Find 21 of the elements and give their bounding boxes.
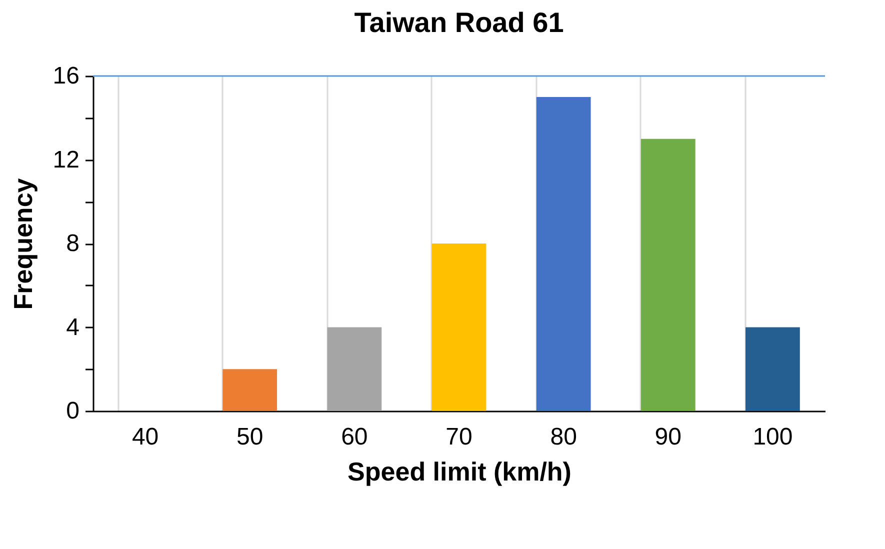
bar	[640, 138, 696, 411]
x-tick-label: 100	[752, 424, 793, 450]
y-tick-label: 12	[52, 146, 80, 174]
y-tick-label: 16	[52, 62, 80, 90]
x-tick-label: 80	[550, 424, 577, 450]
x-tick-label: 60	[341, 424, 368, 450]
x-tick-label: 40	[132, 424, 159, 450]
bar	[222, 369, 278, 411]
y-axis-title: Frequency	[8, 178, 38, 310]
y-tick-label: 8	[66, 230, 80, 257]
y-tick-label: 4	[66, 314, 80, 341]
bar	[536, 96, 591, 411]
x-axis-title: Speed limit (km/h)	[348, 456, 572, 486]
bar	[746, 327, 800, 411]
x-tick-label: 70	[446, 424, 472, 450]
bar	[327, 327, 382, 411]
bar	[432, 244, 486, 411]
y-tick-label: 0	[66, 398, 80, 424]
chart-title: Taiwan Road 61	[354, 7, 564, 38]
x-tick-label: 90	[654, 424, 682, 450]
x-tick-label: 50	[236, 424, 264, 450]
